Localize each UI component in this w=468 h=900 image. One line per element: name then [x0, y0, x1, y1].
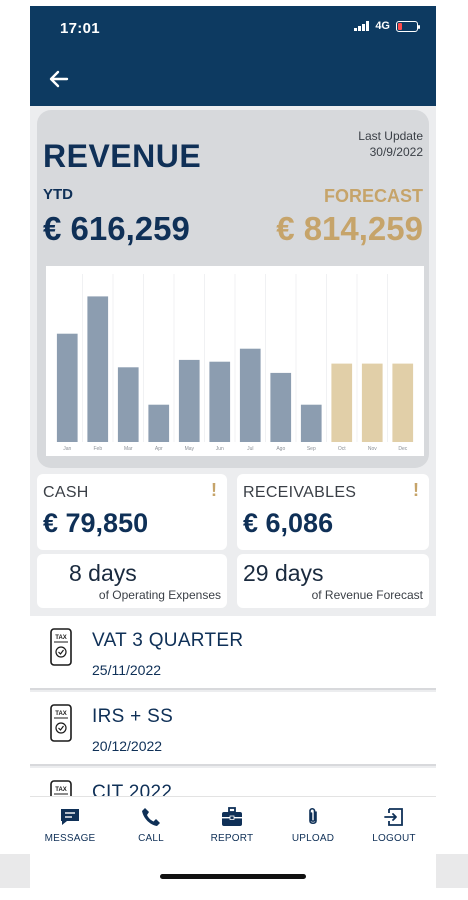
network-type: 4G — [375, 20, 390, 32]
cash-value: € 79,850 — [43, 508, 149, 538]
ytd-label: YTD — [43, 186, 73, 203]
tax-item-title: IRS + SS — [92, 706, 174, 727]
chart-tick-label: Sep — [307, 446, 316, 452]
battery-icon — [396, 20, 420, 32]
signal-icon — [354, 21, 370, 31]
receivables-days-sub: of Revenue Forecast — [311, 588, 423, 602]
nav-call[interactable]: CALL — [119, 807, 183, 844]
revenue-title: REVENUE — [43, 138, 202, 174]
cash-alert-icon: ! — [211, 480, 217, 500]
tax-item-vat[interactable]: TAX VAT 3 QUARTER 25/11/2022 — [30, 616, 436, 690]
forecast-value: € 814,259 — [276, 210, 423, 247]
chart-bar-mar — [117, 367, 139, 442]
chart-tick-label: Mar — [124, 446, 133, 452]
nav-upload[interactable]: UPLOAD — [281, 807, 345, 844]
receivables-alert-icon: ! — [413, 480, 419, 500]
receivables-card[interactable]: RECEIVABLES ! € 6,086 — [237, 474, 429, 550]
svg-text:TAX: TAX — [55, 635, 67, 641]
receivables-days-card: 29 days of Revenue Forecast — [237, 554, 429, 608]
cash-days-sub: of Operating Expenses — [98, 588, 221, 602]
tax-item-title: VAT 3 QUARTER — [92, 630, 244, 651]
chart-tick-label: Jun — [216, 446, 224, 452]
briefcase-icon — [222, 807, 242, 826]
chart-bar-feb — [87, 296, 109, 442]
home-indicator[interactable] — [160, 874, 306, 879]
svg-text:TAX: TAX — [55, 711, 67, 717]
chart-bar-dec — [392, 363, 414, 442]
tax-item-irs[interactable]: TAX IRS + SS 20/12/2022 — [30, 692, 436, 766]
chart-tick-label: Apr — [155, 446, 163, 452]
nav-message[interactable]: MESSAGE — [38, 807, 102, 844]
bottom-navigation: MESSAGE CALL REPORT UPLOAD — [30, 796, 436, 888]
app-screen: 17:01 4G REVENUE Last Update 30/9/2022 Y… — [30, 6, 436, 888]
screen-edge-left — [0, 854, 30, 888]
tax-item-date: 25/11/2022 — [92, 662, 162, 678]
tax-document-icon: TAX — [50, 628, 72, 666]
chart-bar-jul — [239, 348, 261, 442]
revenue-card[interactable]: REVENUE Last Update 30/9/2022 YTD FORECA… — [37, 110, 429, 468]
nav-label: LOGOUT — [372, 833, 416, 844]
forecast-label: FORECAST — [324, 186, 423, 206]
nav-label: REPORT — [210, 833, 254, 844]
svg-text:TAX: TAX — [55, 787, 67, 793]
chart-bar-sep — [300, 404, 322, 442]
status-time: 17:01 — [60, 20, 100, 37]
chart-bar-oct — [331, 363, 353, 442]
chart-tick-label: Jan — [63, 446, 71, 452]
nav-label: MESSAGE — [44, 833, 96, 844]
message-icon — [61, 809, 79, 825]
cash-label: CASH — [43, 484, 89, 501]
cash-card[interactable]: CASH ! € 79,850 — [37, 474, 227, 550]
chart-tick-label: Dec — [398, 446, 407, 452]
chart-tick-label: Jul — [247, 446, 253, 452]
chart-bar-jan — [56, 333, 78, 442]
nav-label: CALL — [138, 833, 164, 844]
chart-bar-nov — [361, 363, 383, 442]
receivables-value: € 6,086 — [243, 508, 334, 538]
chart-bar-may — [178, 359, 200, 442]
paperclip-icon — [309, 807, 317, 825]
phone-icon — [142, 808, 160, 826]
chart-tick-label: Feb — [93, 446, 102, 452]
chart-tick-label: Ago — [276, 446, 285, 452]
nav-report[interactable]: REPORT — [200, 807, 264, 844]
receivables-label: RECEIVABLES — [243, 484, 357, 501]
chart-bar-jun — [209, 361, 231, 442]
chart-tick-label: Nov — [368, 446, 377, 452]
chart-bar-ago — [270, 372, 292, 442]
receivables-days: 29 days — [243, 560, 324, 586]
back-arrow-icon[interactable] — [48, 68, 70, 90]
revenue-bar-chart: Jan Feb Mar Apr May Jun Jul Ago Sep Oct Nov Dec — [46, 266, 424, 456]
logout-icon — [384, 808, 403, 826]
tax-item-date: 20/12/2022 — [92, 738, 163, 754]
chart-tick-label: Oct — [338, 446, 346, 452]
chart-tick-label: May — [185, 446, 195, 452]
tax-document-icon: TAX — [50, 704, 72, 742]
cash-days: 8 days — [69, 560, 137, 586]
nav-label: UPLOAD — [291, 833, 335, 844]
last-update: Last Update 30/9/2022 — [358, 128, 423, 160]
app-header: 17:01 4G — [30, 6, 436, 106]
cash-days-card: 8 days of Operating Expenses — [37, 554, 227, 608]
status-indicators: 4G — [354, 20, 420, 32]
chart-bar-apr — [148, 404, 170, 442]
screen-edge-right — [436, 854, 468, 888]
last-update-label: Last Update — [358, 129, 423, 143]
ytd-value: € 616,259 — [43, 210, 190, 247]
nav-logout[interactable]: LOGOUT — [362, 807, 426, 844]
last-update-date: 30/9/2022 — [369, 145, 423, 159]
